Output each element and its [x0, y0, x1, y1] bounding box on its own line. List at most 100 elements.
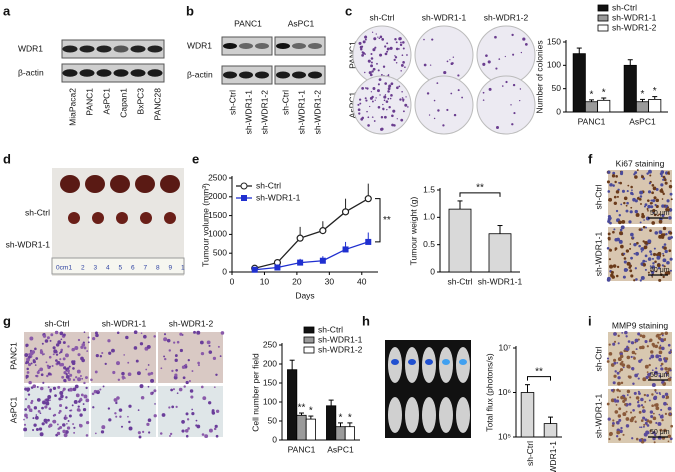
cell	[62, 333, 66, 337]
series-line	[254, 198, 369, 269]
cell	[612, 174, 615, 177]
cell	[28, 363, 32, 367]
colony	[457, 89, 460, 92]
cell	[77, 353, 81, 357]
cell	[653, 396, 657, 401]
cell	[644, 241, 648, 245]
cell	[59, 358, 62, 361]
cell	[133, 330, 138, 335]
cell	[163, 333, 167, 336]
colony	[387, 74, 390, 76]
cell	[627, 340, 631, 343]
cell	[608, 199, 610, 202]
cell	[40, 433, 43, 436]
colony	[522, 37, 526, 41]
cell	[65, 406, 68, 409]
point	[319, 227, 327, 235]
cell	[645, 375, 649, 380]
cell	[616, 195, 619, 198]
colony	[367, 116, 370, 119]
cell	[606, 402, 610, 406]
column-label: sh-WDR1-1	[422, 12, 467, 22]
cell	[125, 335, 129, 340]
blot-row-label: WDR1	[187, 40, 212, 50]
cell	[616, 396, 619, 399]
cell	[123, 354, 126, 356]
row-label: AsPC1	[347, 92, 357, 119]
signal	[442, 359, 450, 365]
cell	[606, 357, 610, 360]
cell	[637, 332, 641, 336]
cell	[133, 346, 138, 350]
cell	[66, 422, 68, 425]
colony	[383, 95, 387, 99]
cell	[613, 374, 617, 378]
cell	[629, 396, 632, 399]
blot-band	[130, 45, 146, 53]
cell	[173, 375, 178, 380]
x-tick-label: 20	[292, 276, 302, 286]
signal	[459, 359, 467, 365]
colony	[404, 103, 408, 107]
cell	[619, 354, 624, 359]
cell	[631, 192, 634, 196]
cell	[25, 345, 28, 348]
ruler-label: 7	[144, 265, 148, 272]
cell	[666, 373, 669, 376]
cell	[634, 338, 639, 343]
cell	[663, 338, 666, 342]
cell	[23, 427, 28, 432]
cell	[662, 178, 665, 181]
cell	[653, 196, 657, 200]
cell	[189, 389, 194, 393]
colony	[377, 36, 379, 38]
cell	[645, 226, 647, 229]
colony	[402, 61, 405, 64]
cell	[55, 359, 58, 362]
cell	[56, 431, 61, 436]
cell	[644, 364, 649, 369]
cell	[626, 394, 629, 396]
colony	[402, 100, 405, 102]
cell	[643, 247, 646, 250]
cell	[634, 352, 637, 355]
cell	[59, 426, 63, 429]
cell	[651, 265, 656, 269]
cell	[636, 169, 639, 172]
cell	[664, 371, 667, 374]
cell	[65, 396, 68, 399]
cell	[76, 369, 81, 374]
cell	[642, 262, 647, 267]
panel-title: MMP9 staining	[612, 320, 668, 330]
series-line	[254, 241, 369, 271]
cell	[641, 214, 645, 219]
cell	[644, 203, 648, 207]
cell	[631, 189, 633, 192]
blot-band	[79, 45, 95, 53]
ruler-label: 0cm	[56, 265, 68, 272]
colony	[394, 38, 397, 41]
cell	[640, 250, 643, 253]
cell	[215, 409, 220, 413]
cell	[60, 398, 63, 401]
colony	[371, 116, 374, 118]
colony	[511, 123, 514, 126]
colony	[453, 113, 457, 117]
cell	[635, 251, 639, 256]
cell	[662, 252, 664, 255]
cell	[633, 415, 636, 418]
colony	[426, 92, 430, 95]
colony	[365, 87, 367, 89]
colony	[485, 54, 488, 57]
blot-band	[292, 71, 306, 79]
cell	[647, 190, 652, 194]
cell	[635, 437, 639, 441]
cell	[661, 418, 664, 422]
cell	[612, 419, 615, 422]
cell	[656, 333, 660, 338]
cell	[137, 409, 140, 412]
cell	[81, 377, 83, 380]
cell	[52, 386, 57, 390]
cell	[646, 207, 649, 210]
group-label: AsPC1	[288, 18, 315, 28]
